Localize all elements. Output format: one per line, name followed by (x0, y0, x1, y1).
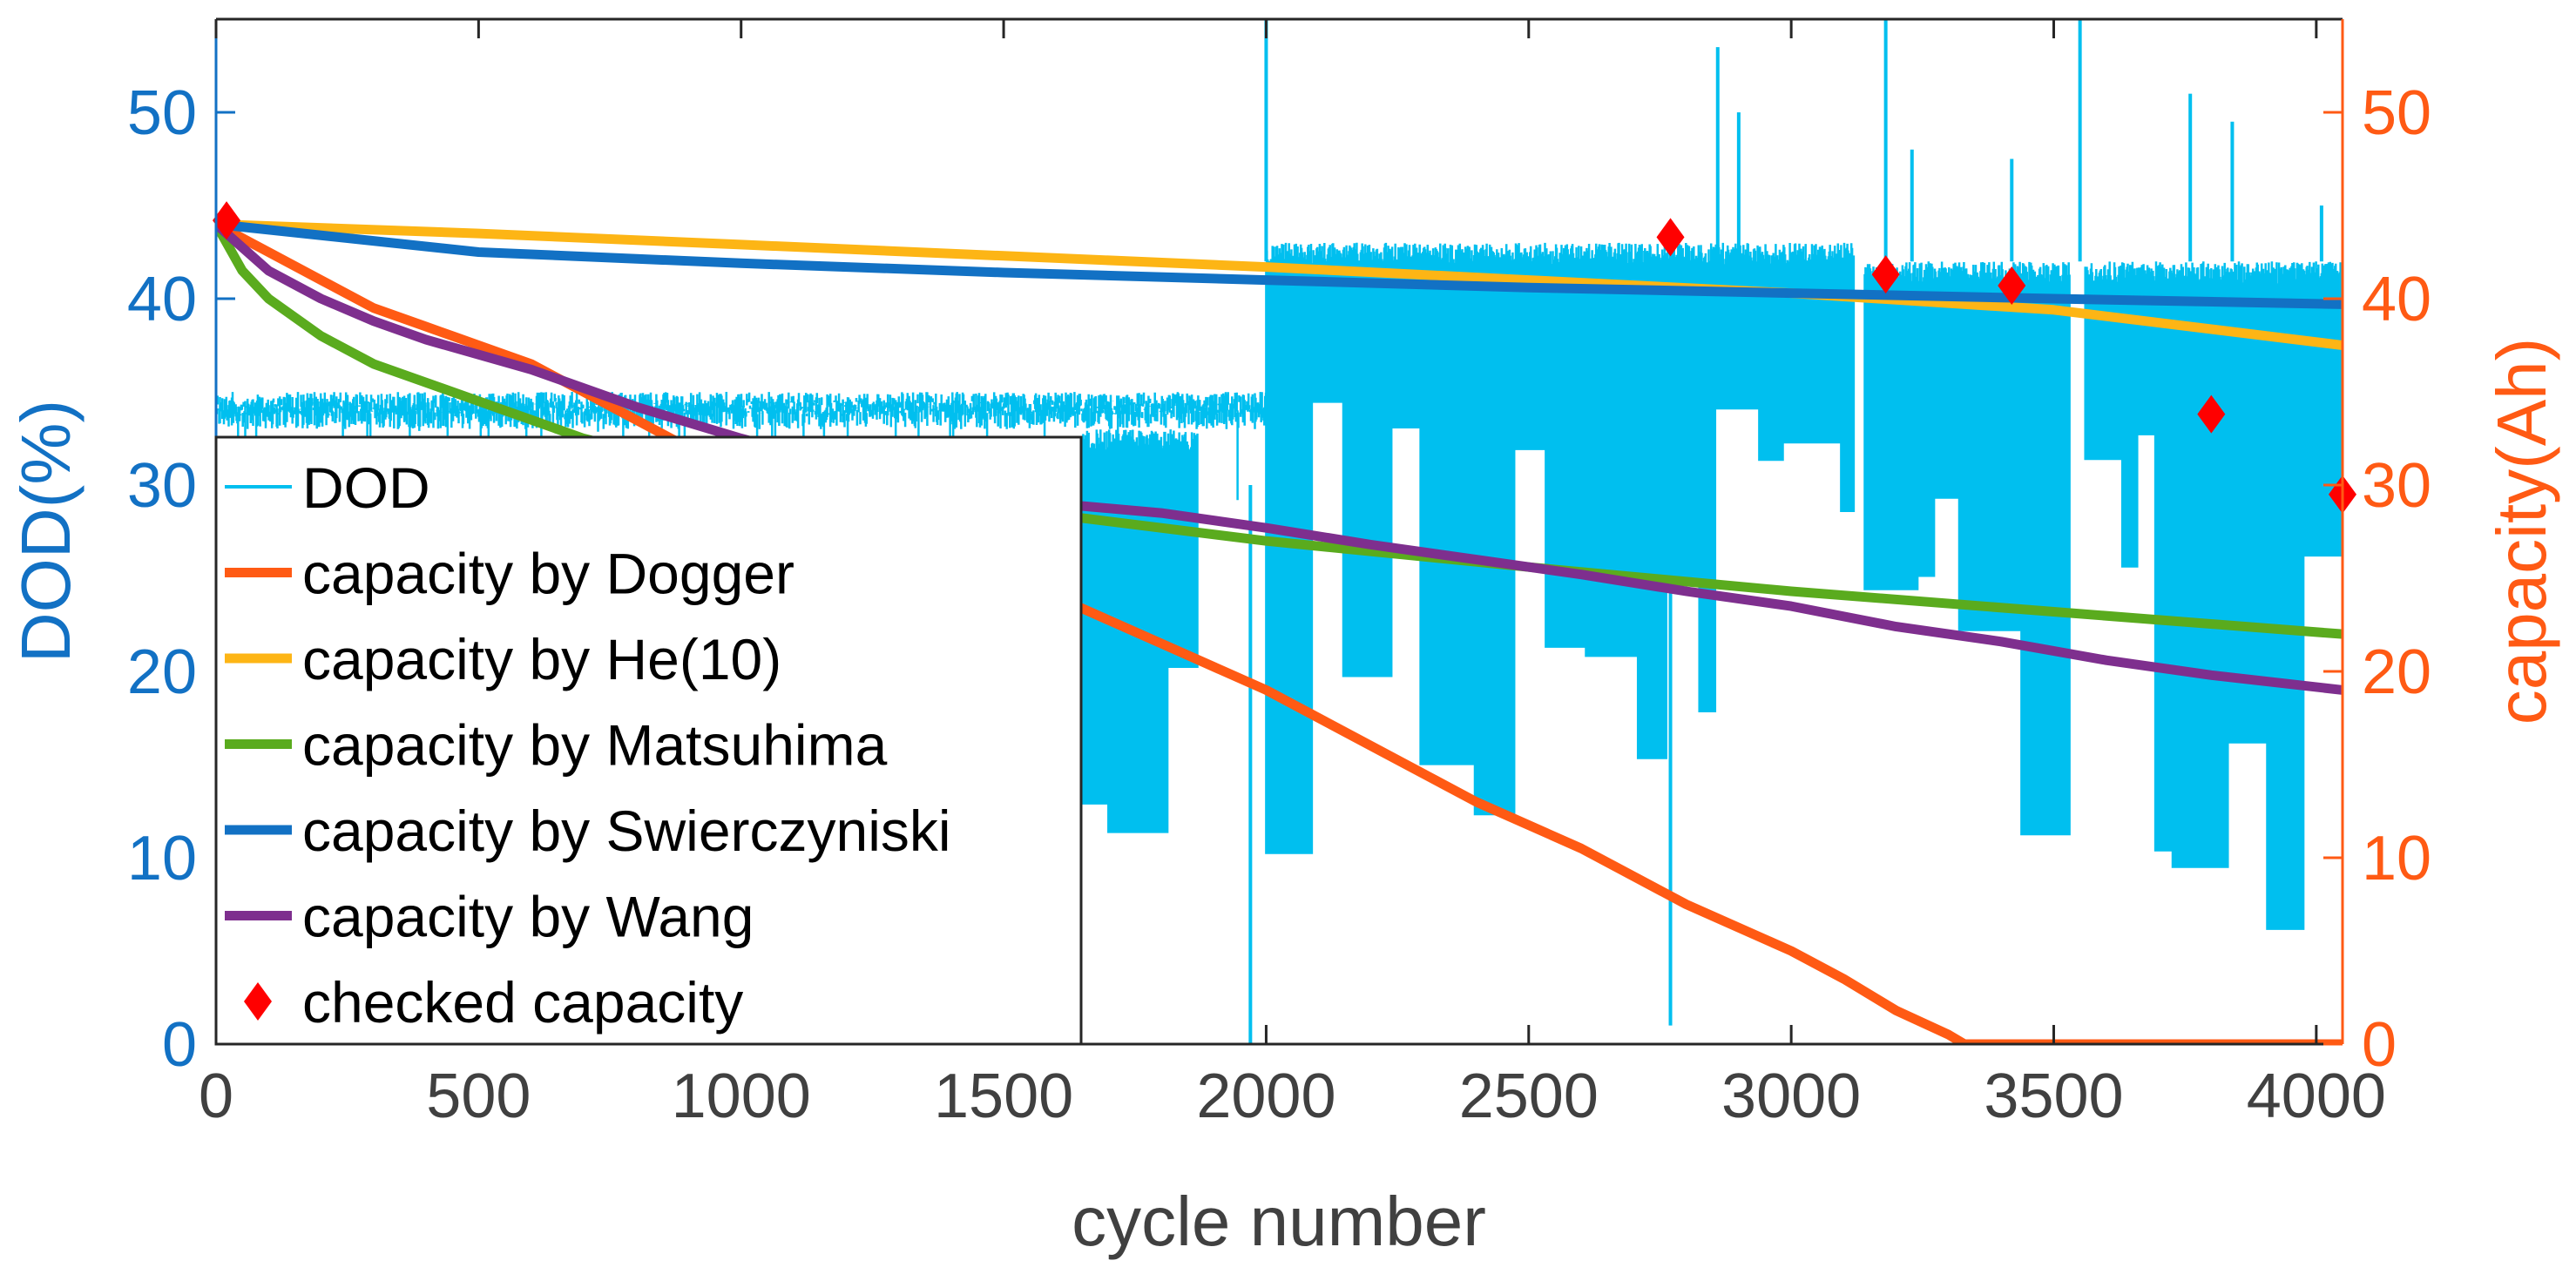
x-tick-label: 1500 (934, 1062, 1073, 1131)
legend-box (214, 435, 1083, 1046)
checked-capacity-point (1656, 218, 1685, 257)
left-y-tick-label: 40 (127, 265, 197, 334)
left-y-tick-label: 0 (162, 1010, 197, 1080)
checked-capacity-point (1998, 266, 2026, 306)
checked-capacity-layer (213, 201, 2356, 514)
checked-capacity-point (2197, 394, 2226, 434)
legend-label-wang: capacity by Wang (302, 885, 754, 949)
dod-segment (2084, 261, 2343, 930)
legend-label-he: capacity by He(10) (302, 627, 781, 691)
x-axis-label: cycle number (1072, 1183, 1486, 1260)
legend-label-dogger: capacity by Dogger (302, 542, 794, 606)
legend-label-dod: DOD (302, 455, 430, 520)
legend-label-checked: checked capacity (302, 970, 743, 1035)
right-y-tick-label: 20 (2362, 637, 2431, 707)
x-tick-label: 4000 (2247, 1062, 2386, 1131)
right-y-tick-label: 10 (2362, 824, 2431, 893)
series-line-he (216, 219, 2343, 350)
left-y-tick-label: 20 (127, 637, 197, 707)
x-tick-label: 0 (199, 1062, 233, 1131)
left-y-axis-label: DOD(%) (7, 400, 85, 663)
dod-series-layer (216, 19, 2343, 1044)
right-y-tick-label: 40 (2362, 265, 2431, 334)
x-tick-label: 3500 (1984, 1062, 2123, 1131)
x-tick-label: 1000 (672, 1062, 811, 1131)
legend-label-matsuhima: capacity by Matsuhima (302, 713, 888, 778)
right-y-tick-label: 30 (2362, 451, 2431, 521)
x-tick-label: 3000 (1721, 1062, 1861, 1131)
legend-label-swierczyniski: capacity by Swierczyniski (302, 799, 951, 863)
left-y-tick-label: 50 (127, 78, 197, 148)
legend: DOD capacity by Dogger capacity by He(10) c… (214, 435, 1083, 1046)
right-y-axis-label: capacity(Ah) (2483, 338, 2560, 725)
right-y-tick-label: 0 (2362, 1010, 2397, 1080)
dod-segment (216, 392, 1268, 573)
legend-swatch-checked (244, 982, 272, 1021)
x-tick-label: 500 (426, 1062, 531, 1131)
left-y-tick-label: 30 (127, 451, 197, 521)
dod-segment (1863, 261, 2071, 836)
dod-segment (1265, 242, 1856, 854)
right-y-tick-label: 50 (2362, 78, 2431, 148)
series-line-swierczyniski (216, 219, 2343, 309)
left-y-tick-label: 10 (127, 824, 197, 893)
checked-capacity-point (213, 201, 241, 240)
x-tick-label: 2000 (1196, 1062, 1335, 1131)
checked-capacity-point (1871, 255, 1900, 294)
x-tick-label: 2500 (1459, 1062, 1599, 1131)
